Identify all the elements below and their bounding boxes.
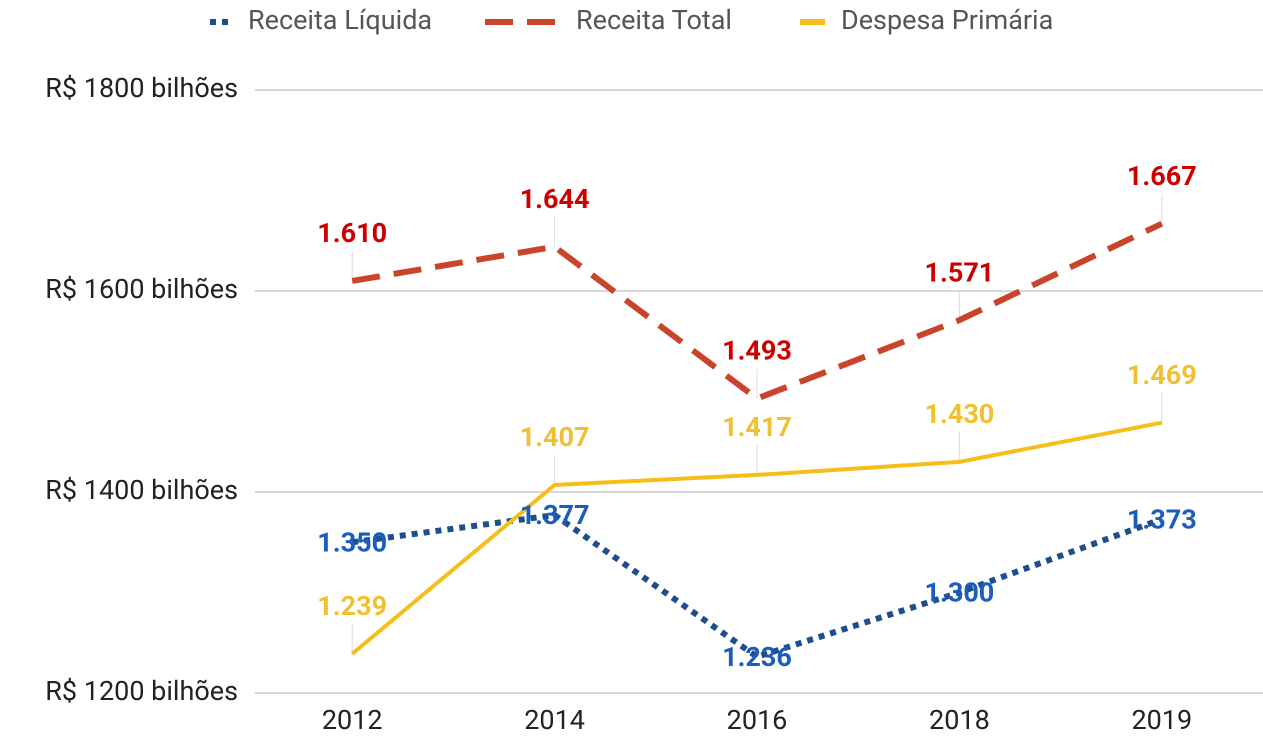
data-label: 1.493 — [722, 335, 792, 367]
data-label: 1.236 — [722, 641, 792, 673]
data-label: 1.373 — [1127, 503, 1197, 535]
x-tick-label: 2014 — [524, 704, 585, 736]
x-tick-label: 2018 — [929, 704, 990, 736]
data-label: 1.407 — [520, 421, 590, 453]
x-tick-label: 2019 — [1131, 704, 1192, 736]
data-label: 1.644 — [520, 183, 590, 215]
legend-label: Despesa Primária — [841, 4, 1053, 36]
data-label: 1.610 — [317, 217, 387, 249]
data-label: 1.430 — [925, 398, 995, 430]
data-label: 1.571 — [925, 256, 995, 288]
series-line — [351, 220, 1164, 402]
legend-label: Receita Líquida — [248, 4, 432, 36]
y-tick-label: R$ 1400 bilhões — [45, 474, 238, 506]
data-label: 1.377 — [520, 499, 590, 531]
series-line — [351, 511, 1163, 661]
data-label: 1.469 — [1127, 359, 1197, 391]
data-label: 1.300 — [925, 577, 995, 609]
x-tick-label: 2012 — [322, 704, 383, 736]
data-label: 1.667 — [1127, 160, 1197, 192]
x-tick-label: 2016 — [727, 704, 788, 736]
data-label: 1.417 — [722, 411, 792, 443]
y-tick-label: R$ 1600 bilhões — [45, 273, 238, 305]
data-label: 1.350 — [317, 526, 387, 558]
y-tick-label: R$ 1800 bilhões — [45, 72, 238, 104]
legend-label: Receita Total — [576, 4, 732, 36]
series-line — [350, 420, 1163, 656]
data-label: 1.239 — [317, 590, 387, 622]
y-tick-label: R$ 1200 bilhões — [45, 675, 238, 707]
